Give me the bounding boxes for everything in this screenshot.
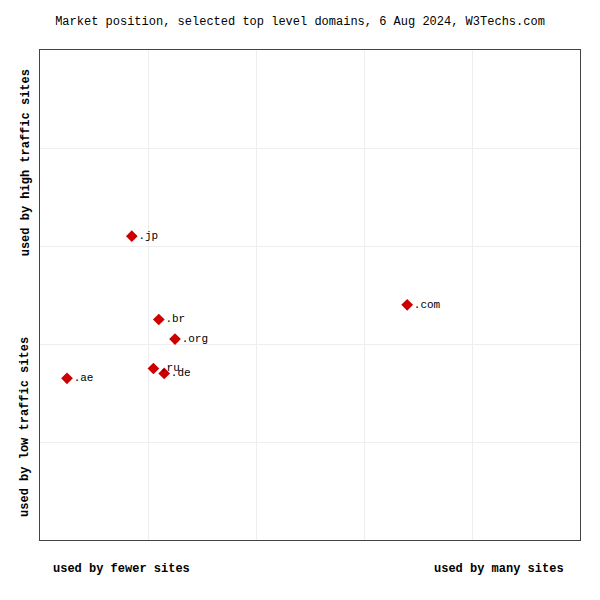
svg-text:used by many sites: used by many sites: [434, 562, 564, 576]
svg-text:Market position, selected top: Market position, selected top level doma…: [55, 15, 545, 29]
svg-text:.ru: .ru: [160, 362, 180, 374]
svg-text:.de: .de: [171, 367, 191, 379]
svg-text:.org: .org: [182, 333, 208, 345]
svg-text:.br: .br: [165, 313, 185, 325]
svg-text:used by fewer sites: used by fewer sites: [53, 562, 190, 576]
svg-text:used by high traffic sites: used by high traffic sites: [19, 69, 33, 256]
svg-text:.jp: .jp: [138, 230, 158, 242]
svg-text:.com: .com: [414, 299, 441, 311]
svg-text:used by low traffic sites: used by low traffic sites: [18, 337, 32, 517]
svg-text:.ae: .ae: [74, 372, 94, 384]
